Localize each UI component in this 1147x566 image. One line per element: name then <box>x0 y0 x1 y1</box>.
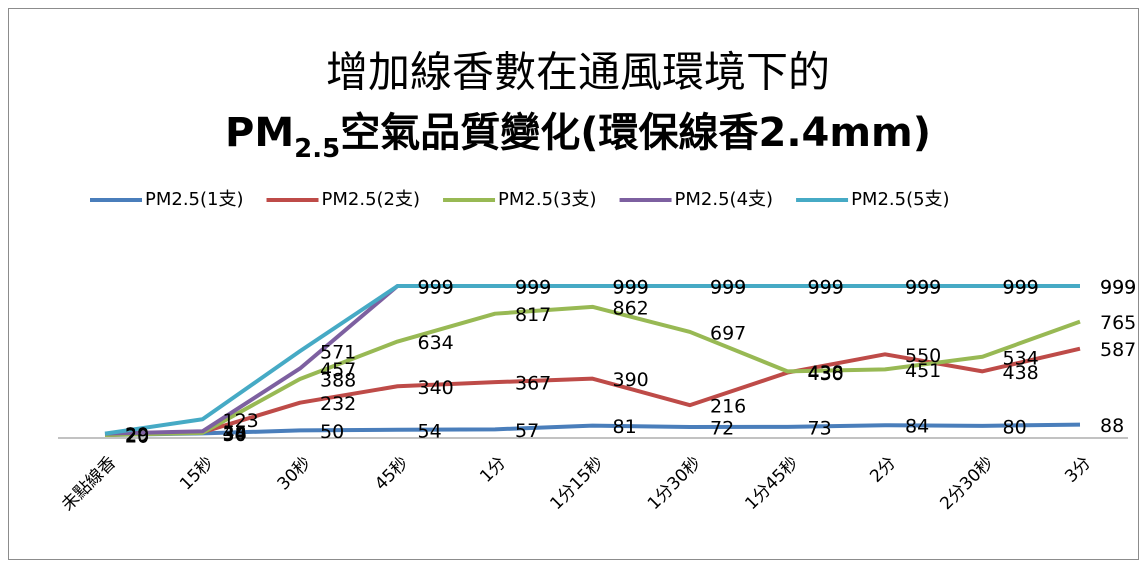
data-label: 999 <box>1100 277 1136 299</box>
data-label: 232 <box>320 393 356 415</box>
data-label: 438 <box>1003 362 1039 384</box>
series-line <box>104 422 1081 437</box>
data-label: 72 <box>710 418 734 440</box>
title-part: 2.5 <box>294 134 340 164</box>
data-label: 29 <box>125 424 149 446</box>
data-label: 84 <box>905 416 929 438</box>
data-label: 20 <box>125 425 149 447</box>
data-label: 216 <box>710 396 746 418</box>
data-label: 88 <box>1100 415 1124 437</box>
data-label: 999 <box>1100 277 1136 299</box>
data-label: 123 <box>223 410 259 432</box>
chart-title: 增加線香數在通風環境下的 <box>326 48 830 97</box>
data-label: 697 <box>710 322 746 344</box>
data-label: 20 <box>125 425 149 447</box>
data-label: 999 <box>418 277 454 299</box>
data-label: 550 <box>905 345 941 367</box>
chart-title: PM2.5空氣品質變化(環保線香2.4mm) <box>225 110 931 164</box>
data-label: 571 <box>320 342 356 364</box>
data-label: 81 <box>613 416 637 438</box>
data-label: 80 <box>1003 416 1027 438</box>
data-label: 438 <box>808 362 844 384</box>
title-part: PM <box>225 110 294 156</box>
data-label: 999 <box>808 277 844 299</box>
data-label: 999 <box>710 277 746 299</box>
data-label: 634 <box>418 332 454 354</box>
data-label: 999 <box>710 277 746 299</box>
data-label: 73 <box>808 417 832 439</box>
series-line <box>104 284 1080 436</box>
data-label: 390 <box>613 369 649 391</box>
data-label: 999 <box>515 277 551 299</box>
legend-label: PM2.5(5支) <box>851 189 950 210</box>
data-label: 999 <box>1003 277 1039 299</box>
data-label: 367 <box>515 373 551 395</box>
data-label: 44 <box>223 422 247 444</box>
data-label: 999 <box>418 277 454 299</box>
data-label: 999 <box>808 277 844 299</box>
data-label: 999 <box>613 277 649 299</box>
data-label: 430 <box>808 363 844 385</box>
data-label: 388 <box>320 369 356 391</box>
data-label: 340 <box>418 377 454 399</box>
data-label: 999 <box>905 277 941 299</box>
data-label: 29 <box>125 424 149 446</box>
data-label: 451 <box>905 360 941 382</box>
data-label: 38 <box>223 423 247 445</box>
data-label: 587 <box>1100 339 1136 361</box>
legend-label: PM2.5(4支) <box>675 189 774 210</box>
data-label: 57 <box>515 420 539 442</box>
legend-label: PM2.5(2支) <box>322 189 421 210</box>
data-label: 50 <box>320 421 344 443</box>
data-label: 817 <box>515 304 551 326</box>
data-label: 20 <box>125 425 149 447</box>
series-line <box>104 304 1081 437</box>
data-label: 34 <box>223 423 247 445</box>
data-label: 999 <box>1003 277 1039 299</box>
data-label: 457 <box>320 359 356 381</box>
title-part: 空氣品質變化(環保線香2.4mm) <box>340 110 931 156</box>
data-label: 862 <box>613 297 649 319</box>
data-label: 999 <box>613 277 649 299</box>
data-label: 765 <box>1100 312 1136 334</box>
data-label: 534 <box>1003 347 1039 369</box>
data-label: 54 <box>418 420 442 442</box>
data-label: 999 <box>515 277 551 299</box>
data-label: 30 <box>223 424 247 446</box>
legend-label: PM2.5(1支) <box>145 189 244 210</box>
legend-label: PM2.5(3支) <box>498 189 597 210</box>
series-line <box>104 346 1081 437</box>
data-label: 999 <box>905 277 941 299</box>
